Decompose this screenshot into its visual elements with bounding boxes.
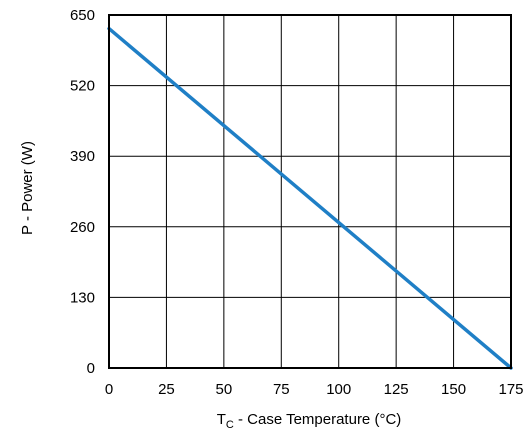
x-tick-label: 175 <box>498 381 523 398</box>
x-tick-label: 100 <box>326 381 351 398</box>
y-tick-label: 0 <box>87 360 95 377</box>
x-tick-label: 75 <box>273 381 290 398</box>
plot-frame <box>108 14 512 369</box>
y-tick-labels: 0 130 260 390 520 650 <box>70 7 95 377</box>
y-tick-label: 130 <box>70 289 95 306</box>
x-axis-label-subscript: C <box>226 419 234 431</box>
x-tick-label: 0 <box>105 381 113 398</box>
series-line <box>107 26 513 370</box>
x-tick-label: 50 <box>216 381 233 398</box>
y-tick-label: 650 <box>70 7 95 24</box>
x-tick-label: 25 <box>158 381 175 398</box>
series-layer <box>107 26 513 370</box>
x-tick-labels: 0 25 50 75 100 125 150 175 <box>105 381 524 398</box>
y-tick-label: 520 <box>70 78 95 95</box>
x-tick-label: 125 <box>384 381 409 398</box>
x-tick-label: 150 <box>441 381 466 398</box>
y-tick-label: 390 <box>70 148 95 165</box>
x-axis-label-rest: - Case Temperature (°C) <box>234 411 401 428</box>
y-axis-label: P - Power (W) <box>19 141 36 235</box>
x-axis-label-main: T <box>217 411 226 428</box>
y-tick-label: 260 <box>70 219 95 236</box>
x-axis-label: TC - Case Temperature (°C) <box>217 411 402 431</box>
